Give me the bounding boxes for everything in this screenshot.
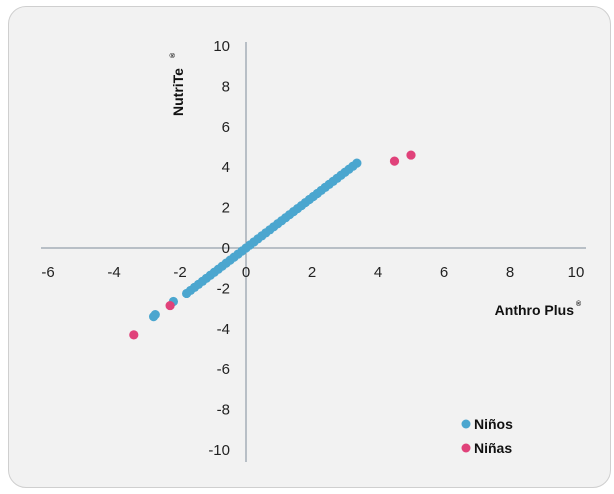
y-tick-label: 6: [222, 119, 230, 136]
y-tick-label: -2: [217, 280, 230, 297]
y-tick-label: -4: [217, 321, 230, 338]
y-tick-label: 0: [222, 240, 230, 257]
y-axis-title-registered-mark: ®: [169, 52, 177, 58]
x-tick-label: -2: [173, 264, 186, 281]
x-tick-label: 2: [308, 264, 316, 281]
data-point-ninos: [352, 158, 362, 168]
data-point-ninas: [389, 156, 400, 166]
y-tick-label: -10: [208, 442, 230, 459]
x-tick-label: 0: [242, 264, 250, 281]
x-tick-label: 8: [506, 264, 514, 281]
x-tick-labels: -6 -4 -2 0 2 4 6 8 10: [41, 264, 584, 281]
x-tick-label: 4: [374, 264, 382, 281]
legend-label-ninos: Niños: [474, 416, 513, 432]
y-tick-label: 4: [222, 159, 230, 176]
y-axis-title: NutriTe: [170, 68, 186, 116]
x-tick-label: 6: [440, 264, 448, 281]
data-point-ninas: [165, 300, 175, 311]
data-point-ninos: [150, 310, 160, 320]
legend-label-ninas: Niñas: [474, 440, 512, 456]
y-tick-label: -6: [217, 361, 230, 378]
y-tick-label: 10: [213, 38, 230, 55]
y-tick-label: 2: [222, 200, 230, 217]
y-tick-label: -8: [217, 402, 230, 419]
legend-marker-ninos: [461, 419, 471, 429]
data-points: [129, 150, 416, 340]
y-tick-labels: -10 -8 -6 -4 -2 0 2 4 6 8 10: [208, 38, 230, 459]
data-point-ninas: [129, 330, 139, 340]
axes: [41, 42, 586, 462]
chart-panel: [8, 6, 611, 488]
legend-marker-ninas: [461, 443, 471, 453]
x-tick-label: -6: [41, 264, 54, 281]
legend: Niños Niñas: [461, 416, 513, 456]
x-axis-title: Anthro Plus: [495, 302, 575, 318]
x-axis-title-registered-mark: ®: [576, 300, 582, 308]
y-tick-label: 8: [222, 78, 230, 95]
x-tick-label: 10: [568, 264, 585, 281]
x-tick-label: -4: [107, 264, 120, 281]
data-point-ninas: [406, 150, 416, 160]
